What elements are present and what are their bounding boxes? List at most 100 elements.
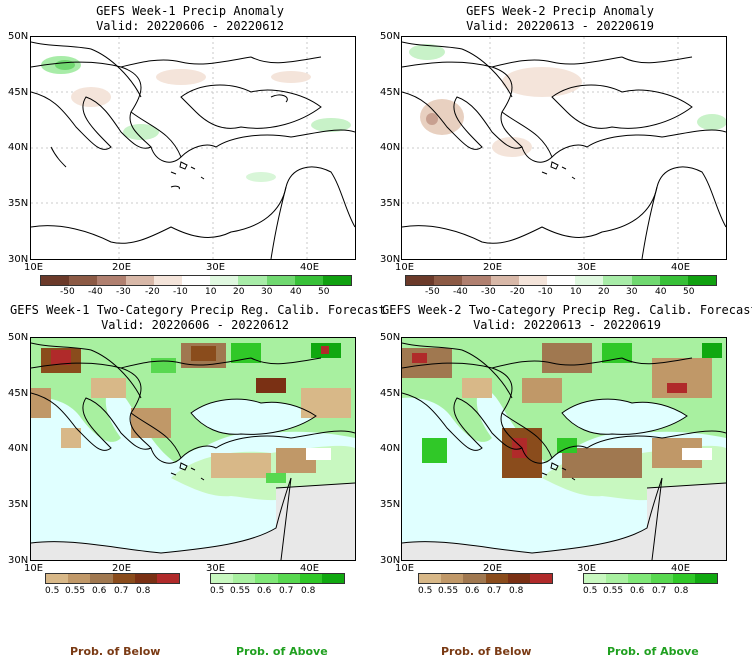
p2-tick: 10 <box>570 287 582 297</box>
panel1-map <box>30 36 356 260</box>
swatch <box>628 574 651 583</box>
p3-below-tick: 0.8 <box>136 586 151 596</box>
panel1-valid-text: Valid: 20220606 - 20220612 <box>96 19 284 33</box>
swatch <box>606 574 629 583</box>
p1-tick: -10 <box>173 287 188 297</box>
p2-tick: -30 <box>481 287 496 297</box>
p1-tick: 40 <box>290 287 302 297</box>
swatch <box>462 276 491 285</box>
panel4-map <box>401 337 727 561</box>
p4-lon-30: 30E <box>577 563 597 574</box>
p3-lat-45: 45N <box>8 388 29 399</box>
p4-prob-below-label: Prob. of Below <box>441 645 532 658</box>
swatch <box>490 276 519 285</box>
p2-tick: -40 <box>453 287 468 297</box>
p2-anomaly-colorbar <box>405 275 717 286</box>
swatch <box>294 276 323 285</box>
p2-lat-35: 35N <box>380 198 401 209</box>
panel4-title: GEFS Week-2 Two-Category Precip Reg. Cal… <box>382 303 752 333</box>
swatch <box>277 574 300 583</box>
swatch <box>210 276 239 285</box>
swatch <box>322 276 352 285</box>
p1-lat-50: 50N <box>8 31 29 42</box>
swatch <box>211 574 234 583</box>
panel1-title: GEFS Week-1 Precip Anomaly Valid: 202206… <box>20 4 360 34</box>
panel2-valid-text: Valid: 20220613 - 20220619 <box>466 19 654 33</box>
swatch <box>181 276 211 285</box>
p4-below-tick: 0.7 <box>487 586 502 596</box>
p3-prob-above-label: Prob. of Above <box>236 645 328 658</box>
p2-lat-45: 45N <box>380 87 401 98</box>
p2-lat-40: 40N <box>380 142 401 153</box>
p2-tick: -10 <box>538 287 553 297</box>
p3-below-tick: 0.6 <box>92 586 107 596</box>
p3-lat-50: 50N <box>8 332 29 343</box>
swatch <box>694 574 718 583</box>
p4-below-tick: 0.5 <box>418 586 433 596</box>
p2-lon-40: 40E <box>671 262 691 273</box>
p1-tick: 10 <box>205 287 217 297</box>
panel3-title-text: GEFS Week-1 Two-Category Precip Reg. Cal… <box>10 303 386 317</box>
swatch <box>299 574 322 583</box>
swatch <box>631 276 660 285</box>
p2-tick: 40 <box>655 287 667 297</box>
p2-lon-30: 30E <box>577 262 597 273</box>
swatch <box>69 276 98 285</box>
p4-lat-45: 45N <box>380 388 401 399</box>
p3-above-colorbar <box>210 573 345 584</box>
swatch <box>156 574 180 583</box>
p4-lat-50: 50N <box>380 332 401 343</box>
p3-lon-30: 30E <box>206 563 226 574</box>
swatch <box>238 276 267 285</box>
p3-lon-10: 10E <box>24 563 44 574</box>
p2-tick: -20 <box>510 287 525 297</box>
p4-lon-40: 40E <box>671 563 691 574</box>
p1-tick: -40 <box>88 287 103 297</box>
panel2-title-text: GEFS Week-2 Precip Anomaly <box>466 4 654 18</box>
panel2-map <box>401 36 727 260</box>
p3-above-tick: 0.6 <box>257 586 272 596</box>
p2-lon-20: 20E <box>483 262 503 273</box>
p4-lon-10: 10E <box>395 563 415 574</box>
swatch <box>659 276 688 285</box>
swatch <box>518 276 547 285</box>
panel2-title: GEFS Week-2 Precip Anomaly Valid: 202206… <box>390 4 730 34</box>
p4-below-tick: 0.8 <box>509 586 524 596</box>
p2-lat-30: 30N <box>380 254 401 265</box>
p3-prob-below-label: Prob. of Below <box>70 645 161 658</box>
p1-lat-40: 40N <box>8 142 29 153</box>
p4-above-tick: 0.5 <box>583 586 598 596</box>
swatch <box>603 276 632 285</box>
p2-tick: -50 <box>425 287 440 297</box>
swatch <box>406 276 435 285</box>
p1-lat-35: 35N <box>8 198 29 209</box>
p4-below-colorbar <box>418 573 553 584</box>
swatch <box>434 276 463 285</box>
p4-lat-40: 40N <box>380 443 401 454</box>
p4-below-tick: 0.55 <box>438 586 459 596</box>
p4-lat-35: 35N <box>380 499 401 510</box>
swatch <box>672 574 695 583</box>
panel3-title: GEFS Week-1 Two-Category Precip Reg. Cal… <box>10 303 386 333</box>
swatch <box>153 276 182 285</box>
p2-tick: 50 <box>683 287 695 297</box>
p2-lon-10: 10E <box>395 262 415 273</box>
swatch <box>419 574 442 583</box>
swatch <box>46 574 69 583</box>
p4-lat-30: 30N <box>380 555 401 566</box>
p1-tick: -20 <box>145 287 160 297</box>
p1-lon-20: 20E <box>112 262 132 273</box>
p3-below-tick: 0.5 <box>45 586 60 596</box>
p3-lat-40: 40N <box>8 443 29 454</box>
p1-anomaly-colorbar <box>40 275 352 286</box>
swatch <box>507 574 530 583</box>
p1-lat-30: 30N <box>8 254 29 265</box>
swatch <box>687 276 717 285</box>
p3-above-tick: 0.7 <box>279 586 294 596</box>
swatch <box>441 574 464 583</box>
p4-prob-above-label: Prob. of Above <box>607 645 699 658</box>
swatch <box>125 276 154 285</box>
swatch <box>321 574 345 583</box>
swatch <box>97 276 126 285</box>
p1-tick: 20 <box>233 287 245 297</box>
